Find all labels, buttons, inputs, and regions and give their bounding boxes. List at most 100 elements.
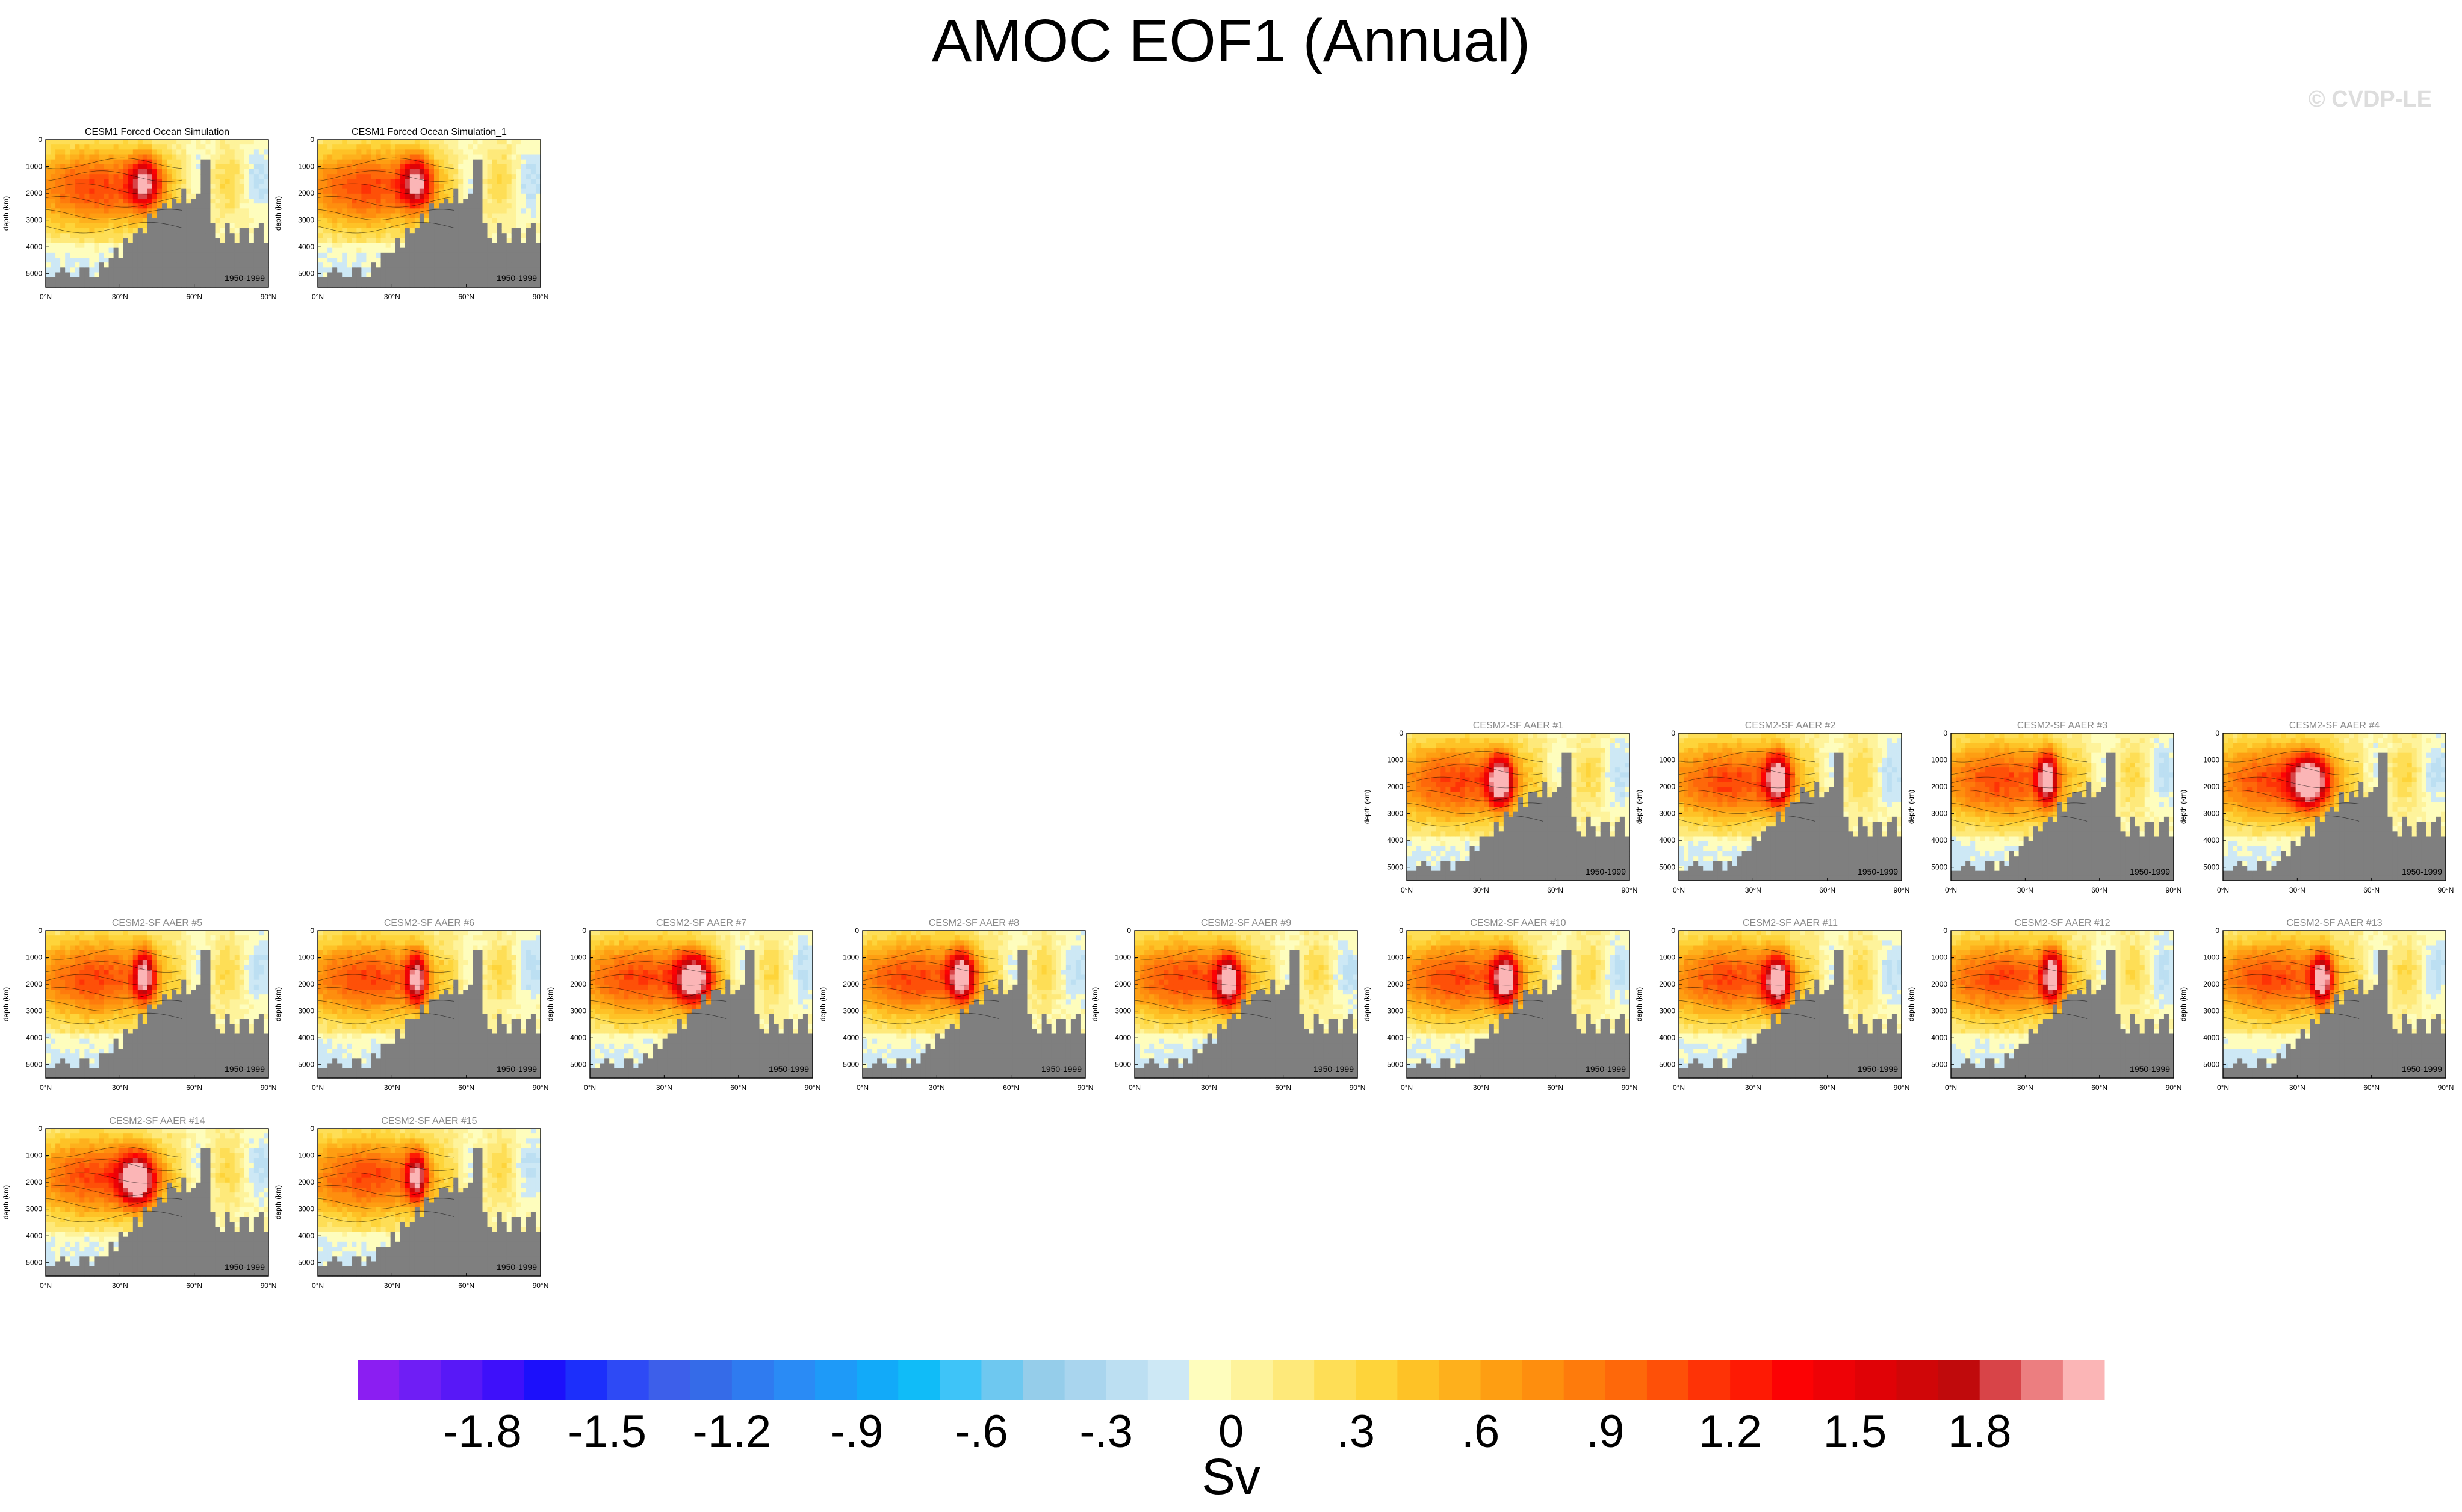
field-cell	[1619, 748, 1625, 754]
field-cell	[395, 169, 401, 175]
field-cell	[1800, 743, 1805, 749]
field-cell	[1431, 772, 1436, 778]
field-cell	[366, 169, 372, 175]
field-cell	[118, 252, 124, 258]
field-cell	[142, 164, 148, 170]
field-cell	[1693, 870, 1699, 876]
field-cell	[176, 140, 182, 145]
field-cell	[1713, 831, 1718, 837]
field-cell	[94, 169, 100, 175]
field-cell	[123, 154, 129, 160]
field-cell	[89, 199, 95, 204]
field-cell	[1561, 816, 1567, 822]
field-cell	[1450, 743, 1456, 749]
field-cell	[263, 140, 269, 145]
field-cell	[1508, 792, 1514, 798]
field-cell	[506, 140, 512, 145]
field-cell	[234, 282, 240, 288]
field-cell	[424, 223, 430, 229]
field-cell	[1407, 763, 1412, 768]
field-cell	[200, 144, 206, 150]
field-cell	[1688, 811, 1694, 817]
field-cell	[482, 174, 488, 179]
field-cell	[347, 174, 352, 179]
field-cell	[176, 228, 182, 234]
eof-field	[1679, 733, 1902, 881]
field-cell	[1756, 738, 1762, 743]
field-cell	[1595, 797, 1601, 802]
field-cell	[371, 169, 377, 175]
field-cell	[1790, 763, 1796, 768]
field-cell	[1800, 763, 1805, 768]
field-cell	[323, 169, 328, 175]
field-cell	[473, 179, 479, 185]
field-cell	[361, 262, 367, 268]
field-cell	[501, 223, 507, 229]
field-cell	[220, 228, 226, 234]
field-cell	[1586, 752, 1592, 758]
field-cell	[1513, 870, 1519, 876]
field-cell	[60, 154, 66, 160]
field-cell	[1469, 752, 1475, 758]
field-cell	[497, 159, 503, 165]
field-cell	[458, 199, 464, 204]
field-cell	[337, 282, 343, 288]
field-cell	[506, 174, 512, 179]
field-cell	[1761, 748, 1767, 754]
field-cell	[1600, 787, 1606, 793]
field-cell	[1537, 866, 1543, 872]
field-cell	[142, 267, 148, 273]
field-cell	[1785, 733, 1791, 739]
field-cell	[181, 282, 187, 288]
field-cell	[152, 188, 158, 194]
field-cell	[132, 159, 138, 165]
field-cell	[530, 188, 536, 194]
field-cell	[1610, 743, 1616, 749]
field-cell	[132, 208, 138, 214]
field-cell	[46, 218, 51, 224]
field-cell	[99, 188, 105, 194]
field-cell	[263, 262, 269, 268]
field-cell	[181, 149, 187, 155]
field-cell	[258, 159, 264, 165]
field-cell	[46, 188, 51, 194]
field-cell	[492, 213, 498, 219]
field-cell	[1450, 738, 1456, 743]
field-cell	[477, 218, 483, 224]
field-cell	[205, 223, 211, 229]
field-cell	[366, 179, 372, 185]
field-cell	[104, 164, 110, 170]
field-cell	[473, 193, 479, 199]
field-cell	[482, 159, 488, 165]
field-cell	[371, 208, 377, 214]
field-cell	[1528, 861, 1533, 867]
field-cell	[210, 159, 216, 165]
field-cell	[1465, 748, 1471, 754]
field-cell	[1586, 841, 1592, 847]
field-cell	[444, 213, 449, 219]
field-cell	[1484, 822, 1490, 827]
field-cell	[186, 218, 191, 224]
field-cell	[1708, 757, 1713, 763]
field-cell	[511, 140, 517, 145]
field-cell	[94, 277, 100, 283]
field-cell	[1624, 822, 1630, 827]
field-cell	[244, 213, 250, 219]
field-cell	[395, 277, 401, 283]
field-cell	[1566, 772, 1572, 778]
field-cell	[501, 238, 507, 244]
field-cell	[1547, 748, 1552, 754]
field-cell	[1614, 826, 1620, 832]
field-cell	[1552, 866, 1557, 872]
field-cell	[137, 208, 143, 214]
field-cell	[46, 169, 51, 175]
field-cell	[1445, 836, 1451, 842]
field-cell	[1547, 787, 1552, 793]
field-cell	[1610, 802, 1616, 808]
field-cell	[1732, 792, 1738, 798]
field-cell	[1770, 846, 1776, 852]
field-cell	[439, 228, 444, 234]
field-cell	[434, 203, 439, 209]
field-cell	[157, 188, 163, 194]
field-cell	[1624, 811, 1630, 817]
